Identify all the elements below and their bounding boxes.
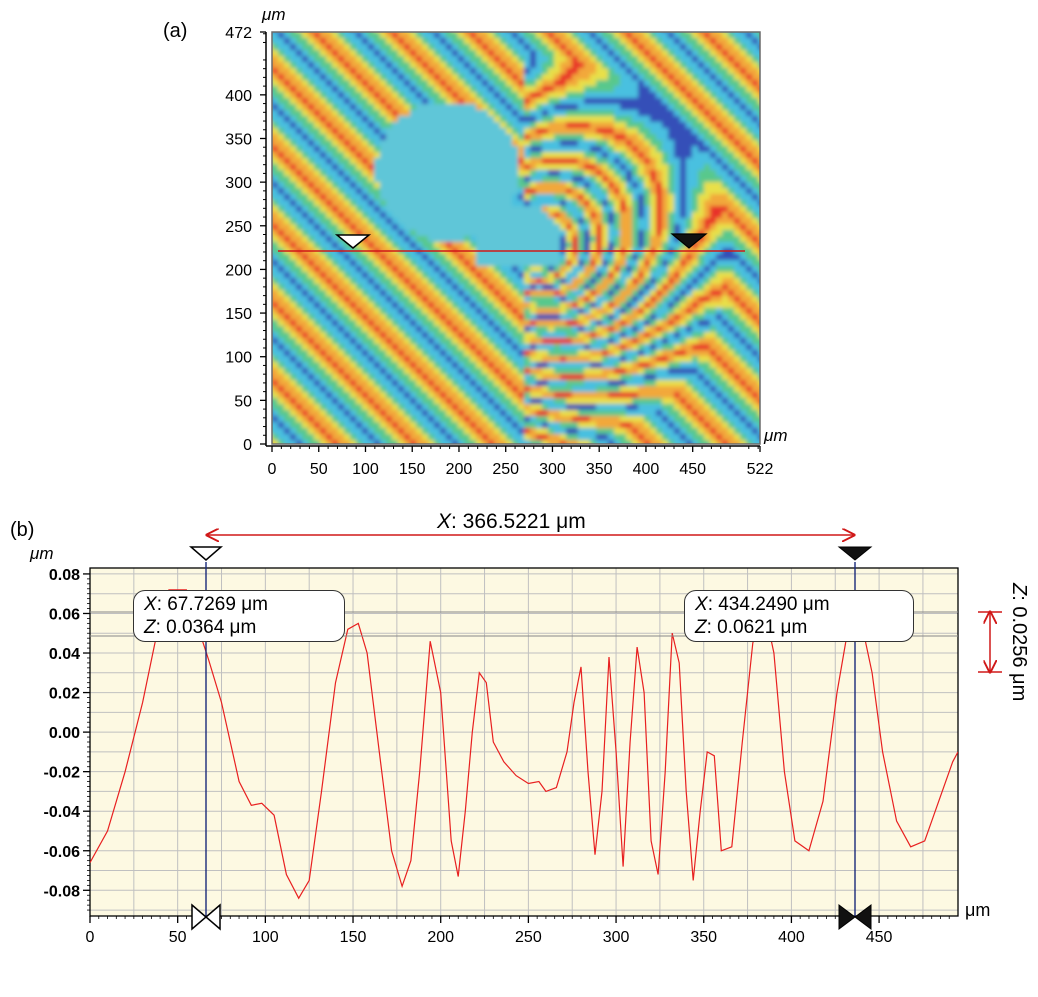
right-cursor-bottom-marker-icon[interactable] [838,904,872,930]
right-readout-z-symbol: Z [695,617,707,638]
left-readout-z-value: : 0.0364 μm [155,617,257,638]
height-map-image: 0 50 100 150 200 250 300 350 400 450 522 0 50 100 150 2… [225,25,774,478]
y-tick-label: 150 [225,306,252,323]
right-readout-x-value: : 434.2490 μm [707,594,830,615]
x-tick-label: 400 [778,929,805,946]
x-tick-label: 150 [340,929,367,946]
right-cursor-marker-icon[interactable] [670,233,708,249]
y-tick-label: 250 [225,219,252,236]
x-tick-label: 350 [690,929,717,946]
y-tick-label: 0.00 [49,725,80,742]
x-tick-label: 100 [252,929,279,946]
x-tick-label: 450 [679,461,706,478]
y-tick-label: 0 [243,437,252,454]
left-cursor-readout: X: 67.7269 μm Z: 0.0364 μm [133,590,345,642]
y-tick-label: 0.06 [49,606,80,623]
y-tick-label: 50 [234,393,252,410]
y-tick-label: -0.04 [44,804,81,821]
y-tick-label: 200 [225,262,252,279]
x-tick-label: 450 [866,929,893,946]
y-tick-label: 0.04 [49,646,80,663]
x-tick-label: 250 [492,461,519,478]
left-cursor-top-marker-icon[interactable] [188,546,224,561]
y-tick-label: 472 [225,25,252,42]
panel-b-label: (b) [10,519,35,541]
right-readout-x-symbol: X [695,594,708,615]
x-tick-label: 0 [86,929,95,946]
delta-x-symbol: X [437,510,452,533]
panel-a-y-unit: μm [262,5,286,24]
delta-x-measurement: X: 366.5221 μm [437,510,586,534]
heatmap-frame [271,31,761,445]
y-tick-label: -0.02 [44,765,81,782]
x-tick-label: 250 [515,929,542,946]
y-tick-label: 0.08 [49,567,80,584]
y-tick-label: 400 [225,88,252,105]
left-readout-x-value: : 67.7269 μm [156,594,268,615]
right-cursor-readout: X: 434.2490 μm Z: 0.0621 μm [684,590,914,642]
panel-a-label: (a) [163,20,188,42]
y-tick-label: 100 [225,350,252,367]
right-cursor-top-marker-icon[interactable] [837,546,873,561]
y-tick-label: 300 [225,175,252,192]
y-tick-label: 0.02 [49,686,80,703]
x-tick-label: 200 [427,929,454,946]
profile-line-series [90,589,958,900]
x-tick-label: 300 [539,461,566,478]
x-tick-label: 50 [310,461,328,478]
profile-chart: 0.08 0.06 0.04 0.02 0.00 -0.02 -0.04 -0.06 -0.08… [44,500,1002,946]
x-tick-label: 150 [399,461,426,478]
x-tick-label: 100 [352,461,379,478]
delta-x-value: : 366.5221 μm [451,510,586,533]
left-readout-z-symbol: Z [144,617,156,638]
x-tick-label: 350 [586,461,613,478]
x-tick-label: 0 [268,461,277,478]
y-tick-label: -0.06 [44,844,81,861]
x-tick-label: 400 [633,461,660,478]
x-tick-label: 200 [446,461,473,478]
panel-a-x-unit: μm [764,426,788,445]
x-tick-label: 300 [603,929,630,946]
right-readout-z-value: : 0.0621 μm [706,617,808,638]
x-tick-label: 522 [747,461,774,478]
left-cursor-marker-icon[interactable] [334,234,372,249]
x-tick-label: 50 [169,929,187,946]
left-readout-x-symbol: X [144,594,157,615]
panel-b-y-unit: μm [30,544,54,563]
y-tick-label: -0.08 [44,883,81,900]
panel-b-x-unit: μm [965,900,991,920]
y-tick-label: 350 [225,131,252,148]
left-cursor-bottom-marker-icon[interactable] [191,903,221,931]
